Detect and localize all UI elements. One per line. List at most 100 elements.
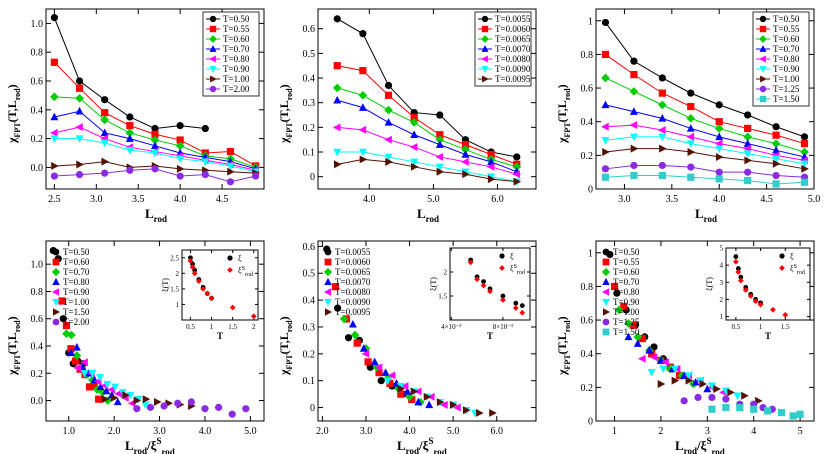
p3-data-point: [772, 145, 781, 154]
p5-data-point: [423, 392, 432, 401]
p5-ytick-label: 0: [310, 403, 315, 414]
p5-inset-legend-label-part: ξ: [510, 252, 514, 261]
p4-data-point: [154, 397, 162, 406]
p1-data-point: [75, 135, 84, 143]
p3-data-point: [601, 100, 610, 109]
p3-xlabel: Lrod: [695, 206, 717, 224]
p1-data-point: [226, 147, 235, 156]
p4-data-point: [214, 403, 223, 411]
p3-data-point: [744, 156, 752, 165]
p4-inset-legend-marker: [227, 267, 233, 273]
p6-ylabel: χFPT(T,Lrod): [555, 316, 572, 376]
p6-data-point: [647, 368, 656, 377]
p1-legend-marker: [209, 15, 217, 23]
p2-data-point: [409, 118, 419, 127]
p5-ylabel-part: rod: [285, 320, 294, 332]
p3-series-line: [605, 104, 805, 158]
p2-data-point: [461, 157, 469, 166]
p3-ytick-label: 0: [588, 185, 593, 196]
p2-data-point: [410, 158, 419, 167]
p5-data-point: [331, 283, 340, 291]
p6-inset-ylabel: ξ(T): [705, 277, 714, 291]
p3-ylabel-part: (T,L: [555, 100, 569, 122]
p1-xtick-label: 2.5: [48, 194, 61, 205]
p2-ylabel: χFPT(T,Lrod): [277, 84, 294, 144]
p1-data-point: [151, 130, 159, 138]
p5-data-point: [374, 363, 383, 372]
p4-data-point: [103, 380, 112, 389]
p3-data-point: [658, 161, 666, 170]
p6-data-point: [671, 376, 680, 385]
p2-ylabel-part: FPT: [285, 122, 294, 138]
p5-data-point: [414, 397, 423, 406]
p5-data-point: [387, 371, 396, 380]
p1-data-point: [126, 122, 134, 130]
p1-data-point: [51, 162, 59, 170]
p6-data-point: [789, 412, 797, 420]
p3-data-point: [601, 122, 609, 131]
p4-inset-ytick-label: 2: [176, 270, 180, 278]
p3-legend-marker: [759, 95, 767, 103]
p4-data-point: [242, 405, 250, 413]
p2-data-point: [435, 140, 444, 148]
p1-data-point: [50, 14, 58, 22]
p5-inset-legend-label-part: rod: [517, 270, 525, 276]
p6-inset-legend-label: ξ: [790, 252, 794, 261]
p5-xtick-label: 6.0: [491, 426, 504, 437]
p6-data-point: [648, 350, 656, 358]
p2-legend-marker: [481, 15, 489, 23]
p1-data-point: [75, 77, 84, 85]
p2-legend-label: T=0.0080: [495, 54, 531, 64]
p6-legend-marker: [602, 258, 610, 266]
p2-ytick-label: 0.5: [303, 49, 316, 60]
p6-legend-marker: [602, 308, 611, 316]
p3-data-point: [744, 176, 752, 185]
p6-legend-marker: [601, 288, 610, 296]
p4-data-point: [72, 351, 82, 360]
p6-data-point: [614, 305, 624, 315]
p4-inset-ytick-label: 1.5: [170, 285, 179, 293]
p3-data-point: [686, 124, 695, 132]
p6-legend-label: T=0.80: [613, 287, 640, 297]
p1-data-point: [75, 106, 84, 115]
p3-data-point: [800, 133, 809, 141]
p6-data-point: [633, 339, 642, 347]
p3-data-point: [771, 139, 781, 148]
p1-ylabel-part: (T,L: [5, 100, 19, 122]
p6-xtick-label: 2: [658, 426, 663, 437]
p4-data-point: [96, 374, 105, 382]
p6-data-point: [708, 393, 716, 402]
p3-xtick-label: 4.5: [760, 194, 773, 205]
p6-legend-marker: [602, 318, 610, 326]
p1-data-point: [50, 58, 58, 66]
p5-data-point: [377, 377, 385, 385]
p2-data-point: [487, 157, 496, 166]
p6-inset-ytick-label: 2: [720, 296, 724, 304]
p5-data-point: [400, 382, 409, 391]
p1-data-point: [76, 160, 84, 169]
p4-data-point: [110, 393, 119, 402]
p5-data-point: [410, 387, 419, 396]
p3-data-point: [629, 121, 638, 130]
p5-data-point: [353, 339, 361, 347]
p3-data-point: [772, 155, 781, 164]
p4-data-point: [160, 402, 168, 410]
p6-inset-ytick-label: 5: [720, 245, 724, 253]
p1-legend-marker: [209, 66, 217, 73]
p5-inset-point: [481, 279, 486, 284]
p4-legend-marker: [52, 277, 60, 286]
p3-legend-marker: [759, 66, 767, 73]
p1-data-point: [226, 178, 235, 186]
p5-data-point: [375, 369, 383, 377]
p1-legend-label: T=0.90: [223, 64, 250, 74]
p6-inset-legend-label-part: rod: [797, 270, 805, 276]
p6-inset-point: [747, 293, 754, 299]
p4-data-point: [228, 410, 236, 418]
p6-data-point: [764, 407, 772, 415]
p3-data-point: [630, 144, 639, 153]
p6-data-point: [680, 371, 689, 379]
p4-data-point: [72, 343, 81, 351]
p2-data-point: [358, 103, 367, 111]
p6-xlabel-part: L: [675, 438, 684, 453]
p2-data-point: [462, 170, 470, 179]
